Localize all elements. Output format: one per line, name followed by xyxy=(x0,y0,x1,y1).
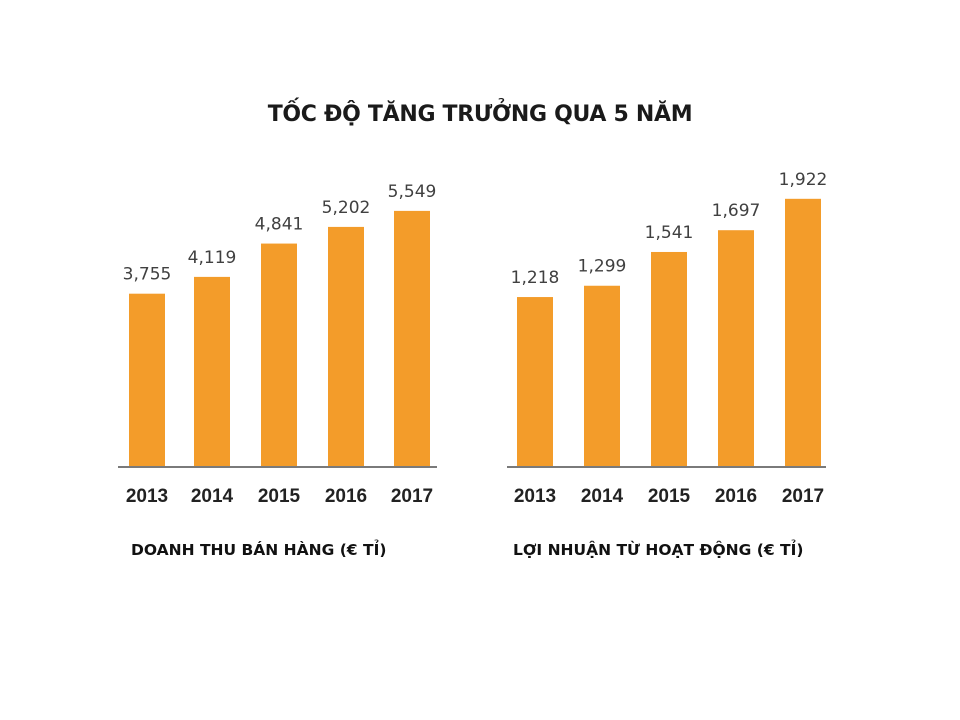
profit-bar-2016 xyxy=(718,230,754,467)
sales-value-label-2016: 5,202 xyxy=(322,198,371,218)
profit-value-label-2016: 1,697 xyxy=(712,201,761,221)
sales-x-tick-2016: 2016 xyxy=(325,486,367,507)
sales-bar-2016 xyxy=(328,226,364,467)
profit-x-tick-2017: 2017 xyxy=(782,486,824,507)
profit-x-tick-2016: 2016 xyxy=(715,486,757,507)
sales-x-tick-2017: 2017 xyxy=(391,486,433,507)
sales-chart-caption: DOANH THU BÁN HÀNG (€ TỈ) xyxy=(131,541,387,559)
sales-x-tick-2015: 2015 xyxy=(258,486,301,507)
profit-bar-2015 xyxy=(651,251,687,467)
profit-bar-2013 xyxy=(517,297,553,467)
profit-x-tick-2015: 2015 xyxy=(648,486,691,507)
profit-x-tick-2014: 2014 xyxy=(581,486,624,507)
sales-bar-2017 xyxy=(394,210,430,467)
profit-value-label-2014: 1,299 xyxy=(578,257,627,277)
sales-bar-2015 xyxy=(261,243,297,467)
sales-value-label-2013: 3,755 xyxy=(123,265,172,285)
profit-bar-2014 xyxy=(584,285,620,467)
profit-chart-caption: LỢI NHUẬN TỪ HOẠT ĐỘNG (€ TỈ) xyxy=(513,541,804,559)
sales-x-tick-2014: 2014 xyxy=(191,486,234,507)
sales-value-label-2015: 4,841 xyxy=(255,215,304,235)
profit-value-label-2017: 1,922 xyxy=(779,170,828,190)
page-title: TỐC ĐỘ TĂNG TRƯỞNG QUA 5 NĂM xyxy=(267,102,693,127)
profit-bar-2017 xyxy=(785,198,821,467)
profit-x-tick-2013: 2013 xyxy=(514,486,556,507)
sales-bar-2014 xyxy=(194,276,230,467)
sales-value-label-2014: 4,119 xyxy=(188,248,237,268)
sales-bar-2013 xyxy=(129,293,165,467)
profit-value-label-2015: 1,541 xyxy=(645,223,694,243)
sales-x-tick-2013: 2013 xyxy=(126,486,168,507)
profit-value-label-2013: 1,218 xyxy=(511,268,560,288)
sales-value-label-2017: 5,549 xyxy=(388,182,437,202)
